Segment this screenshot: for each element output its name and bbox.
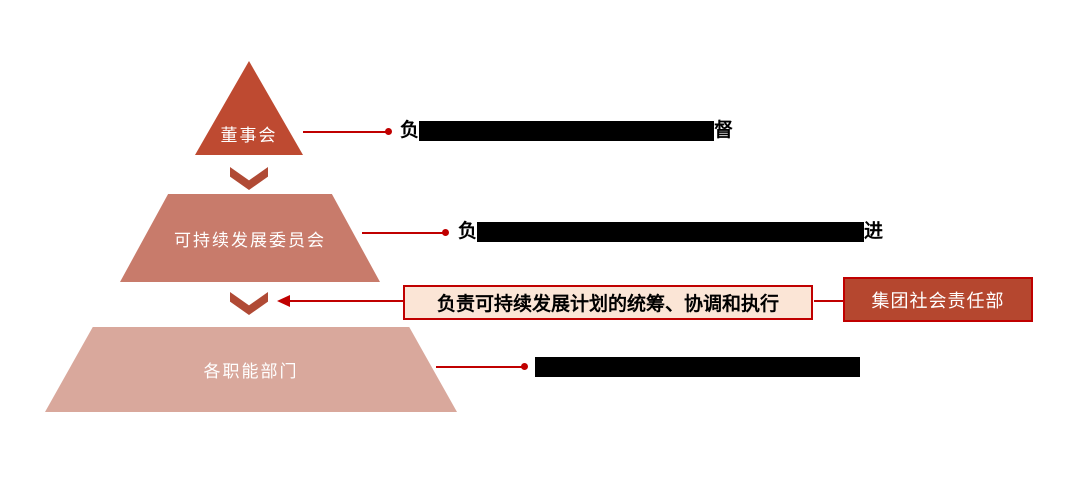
redacted-text-bar <box>535 357 860 377</box>
annotation-committee-suffix: 进 <box>864 221 884 242</box>
connector-line <box>362 232 443 234</box>
connector-dot-icon <box>521 363 528 370</box>
annotation-board-prefix: 负 <box>400 120 420 141</box>
connector-dot-icon <box>385 128 392 135</box>
annotation-board: 负 督 <box>400 120 733 142</box>
pyramid-level-committee-label: 可持续发展委员会 <box>174 230 326 250</box>
chevron-down-icon <box>230 167 268 190</box>
annotation-board-suffix: 督 <box>714 120 734 141</box>
annotation-committee-prefix: 负 <box>458 221 478 242</box>
pyramid-level-departments: 各职能部门 <box>45 327 457 412</box>
pyramid-level-board-label: 董事会 <box>220 126 278 145</box>
connector-line <box>303 131 386 133</box>
department-box-label: 集团社会责任部 <box>871 290 1005 311</box>
annotation-departments <box>535 356 860 378</box>
department-box: 集团社会责任部 <box>843 277 1033 322</box>
pyramid-level-board: 董事会 <box>195 61 303 155</box>
pyramid-level-committee: 可持续发展委员会 <box>120 194 380 282</box>
connector-line <box>436 366 522 368</box>
connector-dot-icon <box>442 229 449 236</box>
responsibility-callout-box: 负责可持续发展计划的统筹、协调和执行 <box>403 285 813 320</box>
chevron-down-icon <box>230 292 268 315</box>
responsibility-callout-label: 负责可持续发展计划的统筹、协调和执行 <box>436 294 779 315</box>
redacted-text-bar <box>477 222 865 242</box>
callout-arrow-line <box>288 300 403 302</box>
redacted-text-bar <box>419 121 715 141</box>
pyramid-level-departments-label: 各职能部门 <box>203 362 299 381</box>
callout-link-line <box>814 300 843 302</box>
annotation-committee: 负 进 <box>458 221 883 243</box>
